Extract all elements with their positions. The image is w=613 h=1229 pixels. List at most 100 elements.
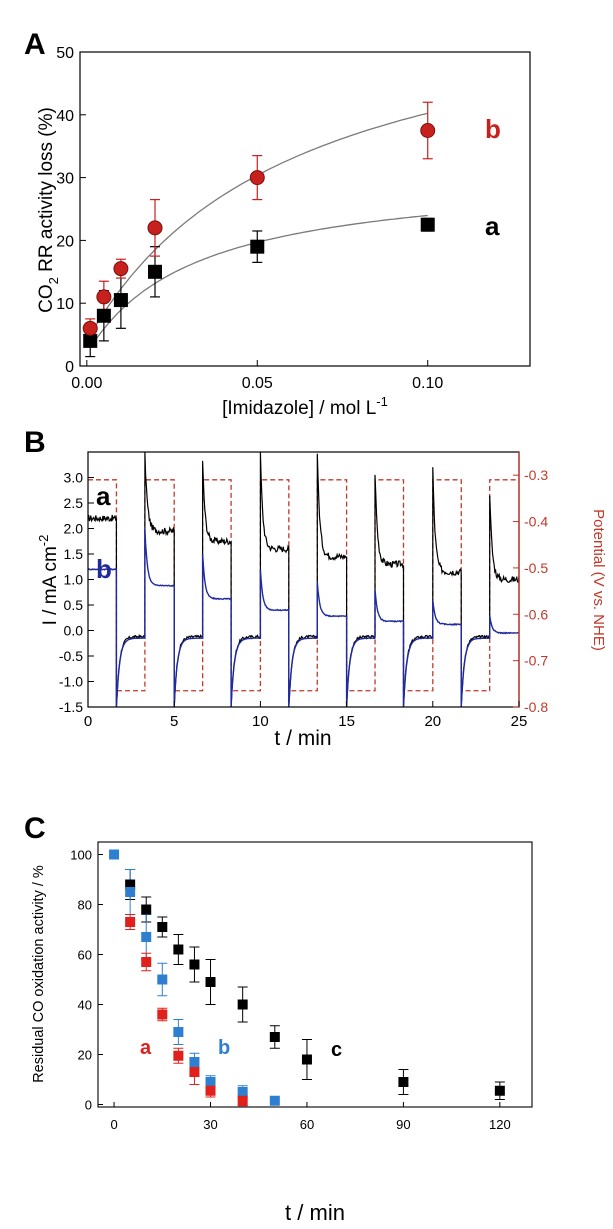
data-point-c [189,959,200,970]
data-point-a [113,293,128,308]
x-tick-label: 20 [424,713,441,730]
fit-curve-b [89,112,428,336]
panel-c-x-axis-label: t / min [285,1200,345,1225]
panel-b-chart: -1.5 -1.0 -0.5 0.0 0.5 1.0 1.5 2.0 2.5 3.0 0 5 10 15 2… [36,451,607,750]
current-trace-b [87,528,519,708]
data-point-a [157,1009,168,1020]
y-tick-label: 20 [78,1048,92,1063]
panel-label-b: B [24,426,46,459]
y2-tick-label: -0.5 [524,560,548,576]
y-tick-label: 10 [56,296,74,313]
y-tick-label: 0.5 [64,597,84,613]
y-tick-label: 1.5 [64,546,84,562]
data-point-b [157,974,168,985]
panel-c-y-axis-label: Residual CO oxidation activity / % [31,865,47,1083]
data-point-b [189,1057,200,1067]
x-tick-label: 5 [170,713,178,730]
panel-b-frame [87,451,520,708]
panel-a-frame [79,51,531,367]
data-point-b [237,1087,248,1097]
data-point-b [147,220,163,236]
y-tick-label: 1.0 [64,572,84,588]
data-point-c [141,904,152,915]
y-tick-label: 40 [56,108,74,125]
data-point-a [420,217,435,232]
data-point-a [141,957,152,967]
panel-a-x-axis-label: [Imidazole] / mol L-1 [222,394,388,419]
y-tick-label: 50 [56,45,74,62]
y-tick-label: 60 [78,948,92,963]
data-point-b [141,932,152,942]
data-point-a [125,917,136,927]
x-tick-label: 0.10 [412,375,443,392]
y-tick-label: 2.5 [64,495,84,511]
data-point-b [173,1027,184,1037]
x-tick-label: 60 [300,1117,314,1132]
x-tick-label: 10 [252,713,269,730]
data-point-b [109,849,120,860]
data-point-a [205,1085,216,1096]
trace-label-b: b [96,554,112,584]
panel-c-frame [97,841,533,1108]
data-point-a [96,308,111,323]
y-tick-label: 100 [70,848,92,863]
x-tick-label: 120 [489,1117,511,1132]
y2-tick-label: -0.3 [524,467,548,483]
y-tick-label: 0.0 [64,623,84,639]
x-tick-label: 0.05 [242,375,273,392]
data-point-c [205,977,216,987]
panel-a-y-axis-label: CO2 RR activity loss (%) [36,107,61,313]
y2-tick-label: -0.8 [524,699,548,715]
data-point-b [125,887,136,897]
potential-square-wave [88,479,519,692]
panel-label-a: A [24,28,46,61]
panel-label-c: C [24,812,46,845]
y-tick-label: 0 [85,1098,92,1113]
series-label-b-blue: b [218,1037,230,1059]
data-point-a [173,1050,184,1061]
x-tick-label: 0 [84,713,92,730]
data-point-c [173,944,184,955]
x-tick-label: 30 [203,1117,217,1132]
y2-tick-label: -0.4 [524,514,548,530]
panel-a-chart: 0 10 20 30 40 50 0.00 0.05 0.10 CO2 RR activity … [36,45,531,419]
fit-curve-a [89,214,428,349]
data-point-b [269,1095,280,1106]
y-tick-label: 40 [78,998,92,1013]
data-point-c [269,1032,280,1042]
data-point-c [157,922,168,932]
y-tick-label: 0 [65,359,74,376]
trace-label-a: a [96,481,111,511]
data-point-c [301,1054,312,1065]
data-point-b [205,1077,216,1087]
current-trace-a [87,451,520,708]
panel-b-y-axis-label: I / mA cm-2 [36,535,61,626]
data-point-b [113,261,129,277]
data-point-c [398,1077,409,1087]
data-point-a [250,239,265,254]
x-tick-label: 15 [338,713,355,730]
data-point-b [82,320,98,336]
data-point-b [96,289,112,305]
y-tick-label: 80 [78,898,92,913]
data-point-c [237,999,248,1010]
y-tick-label: -0.5 [59,648,83,664]
x-tick-label: 0.00 [71,375,102,392]
data-point-b [249,170,265,186]
data-point-a [83,333,98,348]
x-tick-label: 90 [396,1117,410,1132]
panel-c-chart: 0 20 40 60 80 100 0 30 60 90 120 Residual CO oxida… [31,841,533,1225]
panel-b-x-axis-label: t / min [274,727,331,750]
data-point-b [420,123,436,138]
y-tick-label: -1.0 [59,674,83,690]
y-tick-label: 2.0 [64,521,84,537]
data-point-c [494,1085,505,1096]
y-tick-label: 30 [56,171,74,188]
x-tick-label: 0 [110,1117,117,1132]
y-tick-label: 20 [56,233,74,250]
panel-b-right-axis-label: Potential (V vs. NHE) [590,509,607,651]
series-label-c-black: c [331,1039,342,1061]
y-tick-label: 3.0 [64,470,84,486]
data-point-a [189,1067,200,1077]
y2-tick-label: -0.7 [524,653,548,669]
